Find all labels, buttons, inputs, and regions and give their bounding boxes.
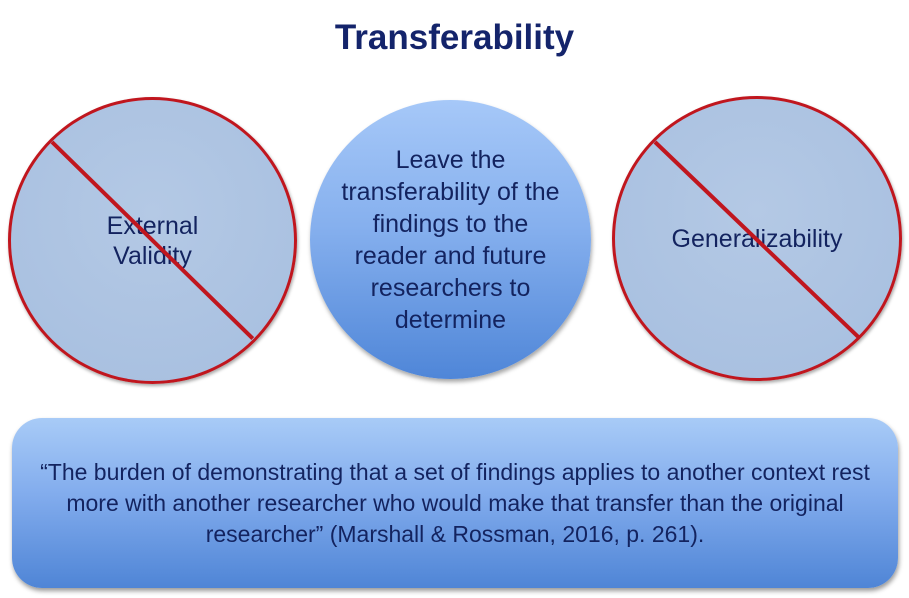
transferability-circle: Leave the transferability of the finding… (310, 100, 591, 379)
quote-box: “The burden of demonstrating that a set … (12, 418, 898, 588)
label-line: External (106, 211, 199, 240)
transferability-text: Leave the transferability of the finding… (341, 145, 560, 334)
slide-title: Transferability (334, 18, 575, 57)
quote-text: “The burden of demonstrating that a set … (40, 458, 870, 547)
